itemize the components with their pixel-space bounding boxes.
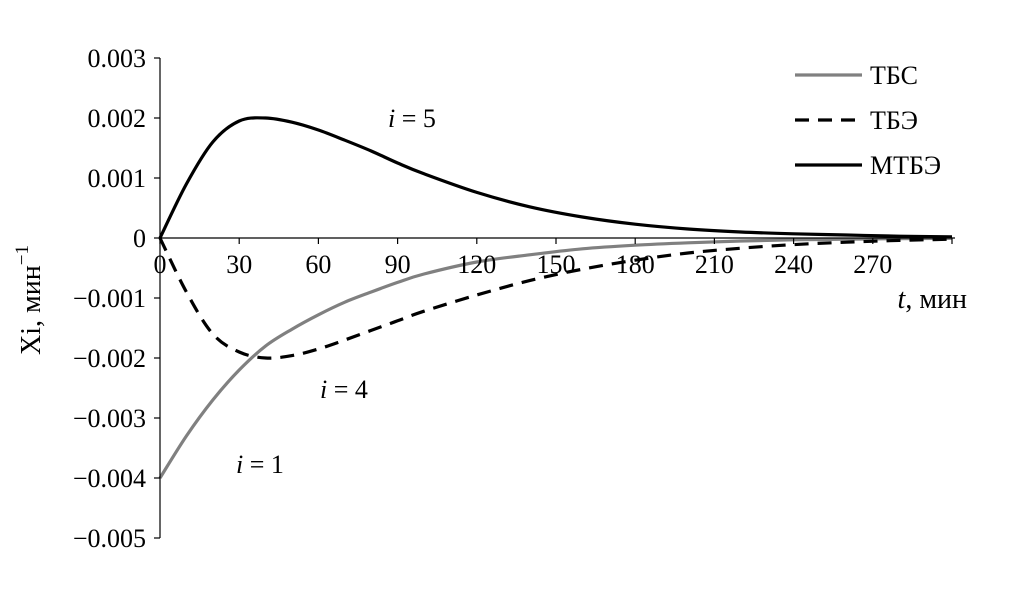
series-line-1 [158, 236, 953, 479]
x-tick-label: 240 [774, 250, 813, 279]
legend-label: ТБС [870, 61, 918, 90]
x-tick-label: 270 [853, 250, 892, 279]
y-tick-label: 0.001 [88, 164, 147, 193]
y-tick-label: 0.003 [88, 44, 147, 73]
x-tick-label: 150 [537, 250, 576, 279]
y-tick-label: 0 [133, 224, 146, 253]
annotation-i4: i = 4 [320, 375, 368, 404]
x-axis-label: t, мин [898, 284, 967, 315]
labels-layer: t, мин Xi, мин−1 i = 5 i = 4 i = 1 [12, 104, 967, 479]
x-tick-label: 60 [305, 250, 331, 279]
annotation-i5: i = 5 [388, 104, 436, 133]
legend: ТБС ТБЭ МТБЭ [795, 61, 941, 180]
series-line-2 [158, 237, 953, 360]
x-tick-label: 120 [457, 250, 496, 279]
y-axis-label: Xi, мин−1 [12, 245, 47, 355]
y-tick-label: 0.002 [88, 104, 147, 133]
y-tick-label: −0.001 [73, 284, 146, 313]
annotation-i1: i = 1 [236, 450, 284, 479]
series-layer [158, 116, 953, 479]
x-tick-label: 90 [385, 250, 411, 279]
x-tick-label: 0 [154, 250, 167, 279]
y-tick-label: −0.003 [73, 404, 146, 433]
x-tick-label: 30 [226, 250, 252, 279]
y-tick-label: −0.005 [73, 524, 146, 553]
axes-layer: 0.003 0.002 0.001 0 −0.001 −0.002 −0.003 −0.004… [73, 44, 955, 553]
legend-label: МТБЭ [870, 151, 941, 180]
x-tick-label: 210 [695, 250, 734, 279]
series-line-3 [158, 116, 953, 239]
legend-label: ТБЭ [870, 106, 918, 135]
y-tick-label: −0.004 [73, 464, 146, 493]
y-tick-label: −0.002 [73, 344, 146, 373]
x-tick-label: 180 [616, 250, 655, 279]
